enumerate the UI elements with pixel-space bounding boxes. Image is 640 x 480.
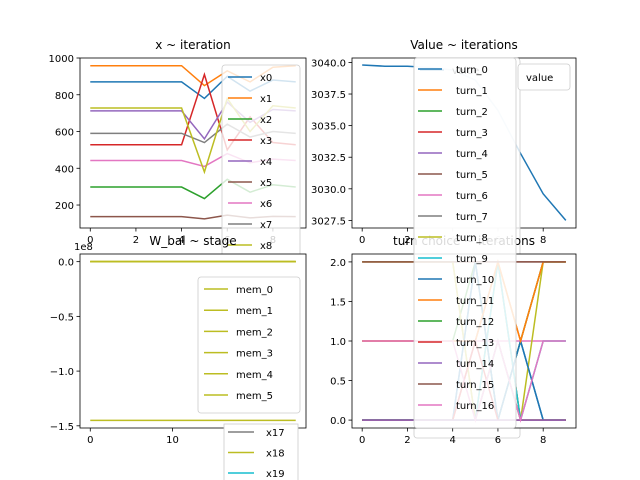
chart-0: 024682004006008001000x ~ iterationx0x1x2… xyxy=(49,38,307,266)
chart-title: W_bal ~ stage xyxy=(149,234,236,248)
legend-box xyxy=(197,276,301,414)
y-tick-label: 400 xyxy=(55,164,74,175)
x-tick-label: 6 xyxy=(495,435,501,446)
overflow-legend: x17 x18 x19 xyxy=(223,423,299,480)
legend-label: x2 xyxy=(260,115,272,126)
legend-label: x0 xyxy=(260,73,272,84)
x-tick-label: 4 xyxy=(449,435,455,446)
legend-label: turn_11 xyxy=(456,296,494,307)
legend-label: turn_5 xyxy=(456,170,488,181)
legend-label: turn_6 xyxy=(456,191,488,202)
y-tick-label: 3037.5 xyxy=(311,90,346,101)
y-tick-label: −1.0 xyxy=(50,367,74,378)
legend-label: mem_4 xyxy=(236,370,273,381)
legend-label: x19 xyxy=(266,469,285,480)
legend-label: x4 xyxy=(260,157,272,168)
y-tick-label: 2.0 xyxy=(330,258,346,269)
legend-label: x5 xyxy=(260,178,272,189)
legend-label: x17 xyxy=(266,428,285,439)
axes-frame xyxy=(79,253,307,429)
y-tick-label: 1.5 xyxy=(330,297,346,308)
y-tick-label: 800 xyxy=(55,91,74,102)
y-tick-label: 3035.0 xyxy=(311,122,346,133)
legend-label: mem_1 xyxy=(236,306,273,317)
legend-label: x1 xyxy=(260,94,272,105)
y-tick-label: 3040.0 xyxy=(311,58,346,69)
y-tick-label: −1.5 xyxy=(50,422,74,433)
legend-label: x3 xyxy=(260,136,272,147)
y-tick-label: 600 xyxy=(55,128,74,139)
x-tick-label: 0 xyxy=(87,235,93,246)
legend-label: x6 xyxy=(260,199,272,210)
x-tick-label: 2 xyxy=(133,235,139,246)
y-tick-label: 3027.5 xyxy=(311,216,346,227)
x-tick-label: 0 xyxy=(359,235,365,246)
y-tick-label: 0.5 xyxy=(330,377,346,388)
y-tick-label: 1.0 xyxy=(330,337,346,348)
legend-label: turn_7 xyxy=(456,212,488,223)
legend-label: mem_3 xyxy=(236,349,273,360)
legend-label: mem_2 xyxy=(236,327,273,338)
chart-title: Value ~ iterations xyxy=(410,38,518,52)
legend-label: turn_14 xyxy=(456,359,494,370)
x-tick-label: 0 xyxy=(359,435,365,446)
turn-legend: turn_0 turn_1 turn_2 turn_3 turn_4 turn_5turn… xyxy=(413,57,517,429)
legend-label: turn_10 xyxy=(456,275,494,286)
y-tick-label: 0.0 xyxy=(330,416,346,427)
legend-label: x8 xyxy=(260,241,272,252)
x-tick-label: 2 xyxy=(404,235,410,246)
chart-title: x ~ iteration xyxy=(155,38,230,52)
y-tick-label: 3032.5 xyxy=(311,153,346,164)
x-tick-label: 8 xyxy=(540,435,546,446)
x-tick-label: 10 xyxy=(166,435,179,446)
legend-label: turn_1 xyxy=(456,86,488,97)
legend-label: turn_16 xyxy=(456,401,494,412)
legend-label: turn_12 xyxy=(456,317,494,328)
legend-label: mem_5 xyxy=(236,391,273,402)
legend-label: turn_13 xyxy=(456,338,494,349)
y-tick-label: 1000 xyxy=(49,54,74,65)
axis-offset-text: 1e8 xyxy=(74,242,93,253)
axes-frame xyxy=(79,57,307,229)
legend-label: turn_8 xyxy=(456,233,488,244)
value-legend: value xyxy=(517,63,571,91)
x-tick-label: 8 xyxy=(540,235,546,246)
x-tick-label: 4 xyxy=(178,235,184,246)
legend-label: x7 xyxy=(260,220,272,231)
legend-box xyxy=(413,57,517,429)
legend-label: turn_9 xyxy=(456,254,488,265)
legend-label: mem_0 xyxy=(236,285,273,296)
legend-box xyxy=(517,63,571,91)
legend-label: turn_0 xyxy=(456,65,488,76)
legend-label: turn_4 xyxy=(456,149,488,160)
y-tick-label: 3030.0 xyxy=(311,185,346,196)
legend-label: value xyxy=(526,73,553,84)
legend-label: turn_3 xyxy=(456,128,488,139)
legend-label: turn_15 xyxy=(456,380,494,391)
x-tick-label: 0 xyxy=(87,435,93,446)
x-tick-label: 2 xyxy=(404,435,410,446)
y-tick-label: 200 xyxy=(55,201,74,212)
legend-label: x18 xyxy=(266,449,285,460)
y-tick-label: −0.5 xyxy=(50,312,74,323)
legend-label: turn_2 xyxy=(456,107,488,118)
y-tick-label: 0.0 xyxy=(58,258,74,269)
